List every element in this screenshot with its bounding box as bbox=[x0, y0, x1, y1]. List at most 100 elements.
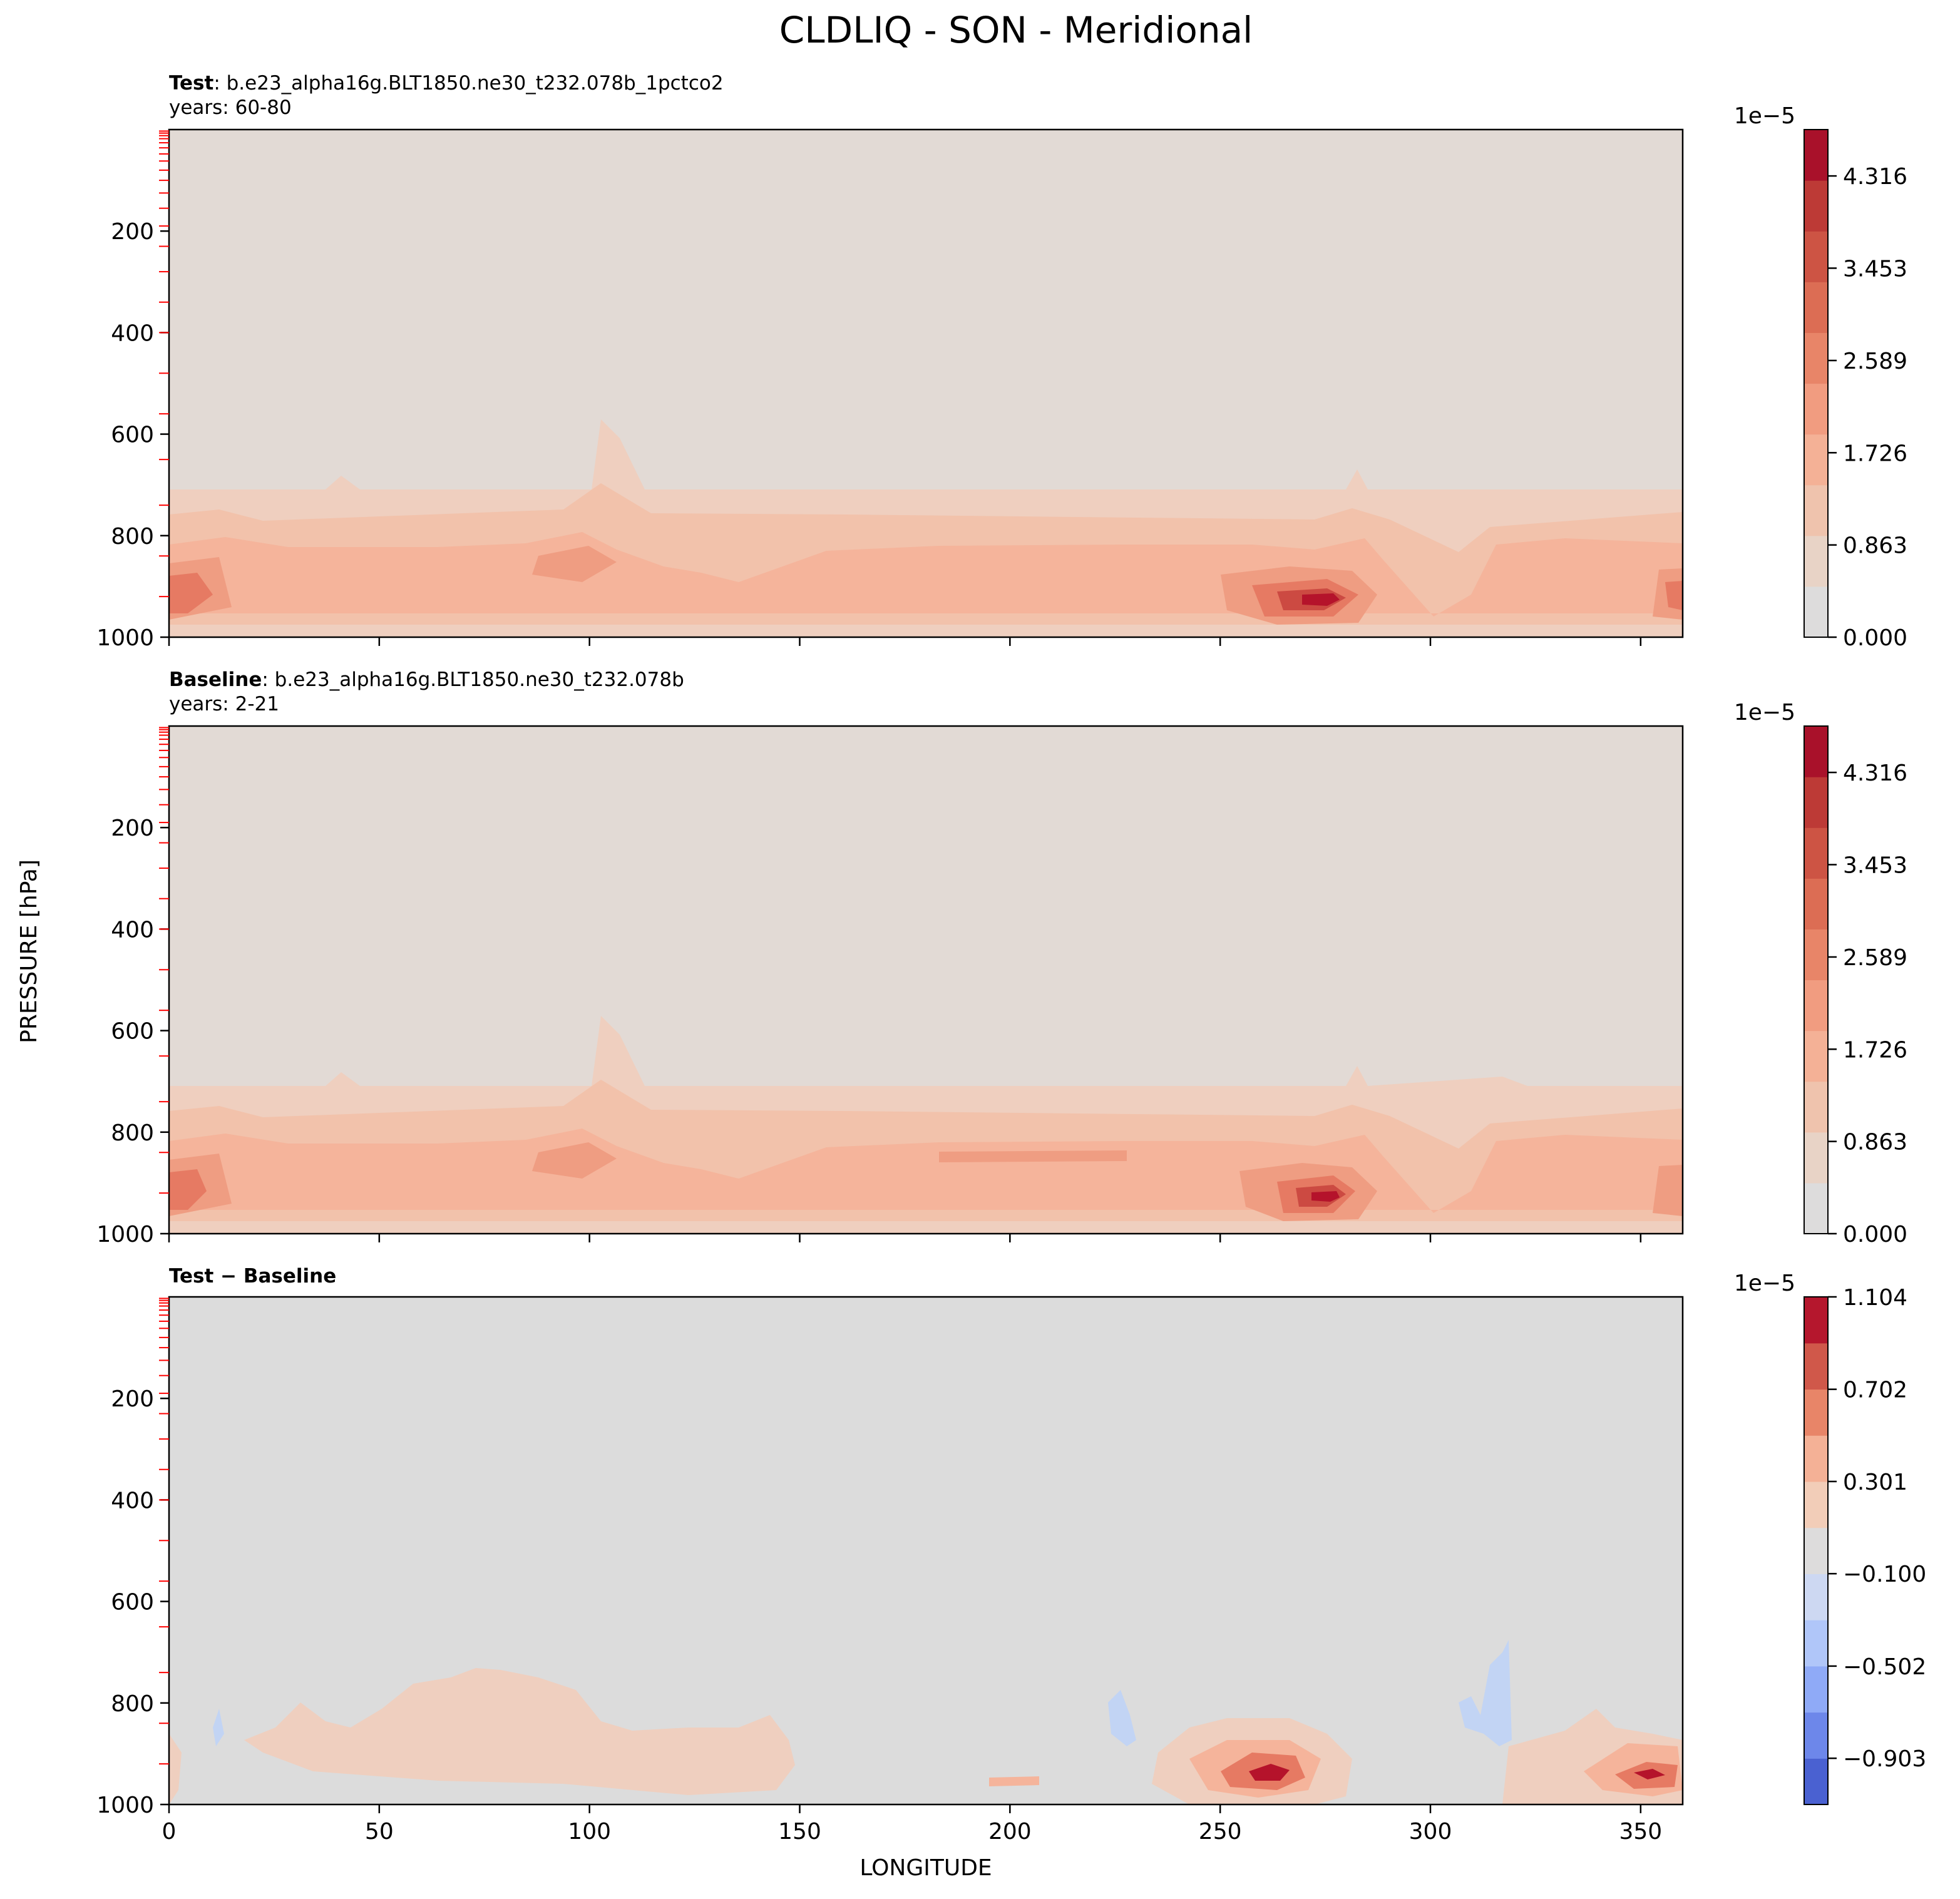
colorbar-level bbox=[1804, 434, 1828, 486]
contour-band-7 bbox=[1311, 1191, 1340, 1202]
x-tick-label: 50 bbox=[365, 1819, 394, 1845]
colorbar-tick-label: 0.863 bbox=[1843, 533, 1907, 559]
panel-diff-label: Test − Baseline bbox=[169, 1265, 336, 1287]
colorbar-test-exponent: 1e−5 bbox=[1734, 103, 1795, 129]
colorbar-tick-label: 4.316 bbox=[1843, 164, 1907, 190]
colorbar-level bbox=[1804, 586, 1828, 638]
x-tick-label: 100 bbox=[568, 1819, 611, 1845]
y-tick-label: 400 bbox=[111, 320, 154, 346]
x-tick-label: 250 bbox=[1199, 1819, 1242, 1845]
x-tick-label: 350 bbox=[1619, 1819, 1662, 1845]
colorbar-tick-label: −0.903 bbox=[1843, 1746, 1926, 1772]
colorbar-tick-label: 3.453 bbox=[1843, 852, 1907, 878]
y-axis-baseline: 200 400 600 800 1000 bbox=[96, 727, 1642, 1247]
colorbar-tick-label: 0.301 bbox=[1843, 1470, 1907, 1495]
colorbar-level bbox=[1804, 231, 1828, 282]
colorbar-tick-label: 3.453 bbox=[1843, 256, 1907, 282]
colorbar-level bbox=[1804, 1527, 1828, 1574]
colorbar-level bbox=[1804, 1030, 1828, 1082]
colorbar-tick-label: 1.726 bbox=[1843, 1037, 1907, 1063]
colorbar-level bbox=[1804, 878, 1828, 929]
colorbar-tick-label: 2.589 bbox=[1843, 349, 1907, 374]
panel-baseline-label-bold: Baseline bbox=[169, 668, 262, 691]
colorbar-level bbox=[1804, 535, 1828, 587]
y-tick-label: 600 bbox=[111, 1590, 154, 1615]
contour-positive-strong bbox=[1221, 1753, 1678, 1790]
y-tick-label: 1000 bbox=[96, 1222, 154, 1247]
y-tick-label: 800 bbox=[111, 1120, 154, 1146]
colorbar-level bbox=[1804, 1712, 1828, 1759]
contour-positive-band-west bbox=[169, 1668, 795, 1804]
x-axis-diff: 0 50 100 150 200 250 300 350 bbox=[162, 1819, 1663, 1845]
colorbar-tick-label: 1.726 bbox=[1843, 441, 1907, 466]
heatmap-baseline bbox=[168, 725, 1684, 1235]
colorbar-level bbox=[1804, 180, 1828, 232]
colorbar-level bbox=[1804, 1389, 1828, 1436]
colorbar-tick-label: 1.104 bbox=[1843, 1285, 1907, 1311]
y-tick-label: 1000 bbox=[96, 625, 154, 651]
colorbar-level bbox=[1804, 1182, 1828, 1234]
colorbar-level bbox=[1804, 1435, 1828, 1482]
y-axis-label: PRESSURE [hPa] bbox=[16, 859, 42, 1043]
colorbar-level bbox=[1804, 130, 1828, 181]
panel-baseline-label-rest: : b.e23_alpha16g.BLT1850.ne30_t232.078b bbox=[262, 668, 684, 691]
colorbar-diff: −0.903 −0.502 −0.100 0.301 0.702 1.104 bbox=[1804, 1285, 1926, 1805]
y-tick-label: 200 bbox=[111, 816, 154, 841]
colorbar-tick-label: 0.000 bbox=[1843, 625, 1907, 651]
colorbar-level bbox=[1804, 1343, 1828, 1390]
panel-baseline-years: years: 2-21 bbox=[169, 693, 279, 715]
panel-test-years: years: 60-80 bbox=[169, 96, 292, 119]
colorbar-level bbox=[1804, 1481, 1828, 1528]
x-tick-label: 300 bbox=[1409, 1819, 1452, 1845]
colorbar-baseline-exponent: 1e−5 bbox=[1734, 700, 1795, 725]
y-tick-label: 1000 bbox=[96, 1793, 154, 1818]
colorbar-tick-label: −0.502 bbox=[1843, 1654, 1926, 1680]
colorbar-level bbox=[1804, 980, 1828, 1031]
colorbar-level bbox=[1804, 726, 1828, 777]
plot-frame bbox=[168, 1296, 1684, 1806]
colorbar-tick-label: 0.702 bbox=[1843, 1378, 1907, 1403]
colorbar-level bbox=[1804, 1081, 1828, 1133]
heatmap-diff bbox=[168, 1296, 1684, 1806]
colorbar-tick-label: −0.100 bbox=[1843, 1562, 1926, 1587]
y-tick-label: 200 bbox=[111, 219, 154, 245]
figure-title: CLDLIQ - SON - Meridional bbox=[779, 9, 1253, 51]
colorbar-frame bbox=[1804, 129, 1829, 638]
y-tick-label: 600 bbox=[111, 1019, 154, 1045]
colorbar-frame bbox=[1804, 725, 1829, 1234]
y-axis-diff: 200 400 600 800 1000 bbox=[96, 1298, 1642, 1818]
colorbar-tick-label: 0.863 bbox=[1843, 1130, 1907, 1155]
colorbar-level bbox=[1804, 777, 1828, 828]
y-tick-label: 400 bbox=[111, 917, 154, 943]
y-tick-label: 800 bbox=[111, 524, 154, 550]
x-tick-label: 200 bbox=[988, 1819, 1032, 1845]
colorbar-baseline: 0.000 0.863 1.726 2.589 3.453 4.316 bbox=[1804, 725, 1907, 1247]
colorbar-level bbox=[1804, 827, 1828, 879]
colorbar-level bbox=[1804, 1666, 1828, 1713]
colorbar-diff-exponent: 1e−5 bbox=[1734, 1271, 1795, 1296]
plot-frame bbox=[168, 725, 1684, 1235]
colorbar-tick-label: 4.316 bbox=[1843, 760, 1907, 786]
colorbar-level bbox=[1804, 484, 1828, 536]
colorbar-level bbox=[1804, 1132, 1828, 1184]
y-tick-label: 800 bbox=[111, 1691, 154, 1717]
y-tick-label: 600 bbox=[111, 422, 154, 448]
heatmap-test bbox=[168, 128, 1684, 638]
panel-test: Test: b.e23_alpha16g.BLT1850.ne30_t232.0… bbox=[96, 72, 1907, 651]
y-tick-label: 200 bbox=[111, 1386, 154, 1412]
colorbar-level bbox=[1804, 332, 1828, 384]
plot-frame bbox=[168, 128, 1684, 638]
colorbar-level bbox=[1804, 1297, 1828, 1344]
colorbar-level bbox=[1804, 1758, 1828, 1805]
panel-diff-label-bold: Test − Baseline bbox=[169, 1265, 336, 1287]
contour-band-7 bbox=[1302, 593, 1340, 606]
panel-test-label-rest: : b.e23_alpha16g.BLT1850.ne30_t232.078b_… bbox=[213, 72, 723, 95]
colorbar-frame bbox=[1804, 1296, 1829, 1805]
y-axis-test: 200 400 600 800 1000 bbox=[96, 130, 1642, 651]
x-tick-label: 0 bbox=[162, 1819, 177, 1845]
colorbar-level bbox=[1804, 1620, 1828, 1667]
colorbar-level bbox=[1804, 1574, 1828, 1620]
panel-diff: Test − Baseline 200 400 600 800 1000 0 50 100 1… bbox=[96, 1265, 1926, 1845]
panel-baseline-label: Baseline: b.e23_alpha16g.BLT1850.ne30_t2… bbox=[169, 668, 684, 691]
